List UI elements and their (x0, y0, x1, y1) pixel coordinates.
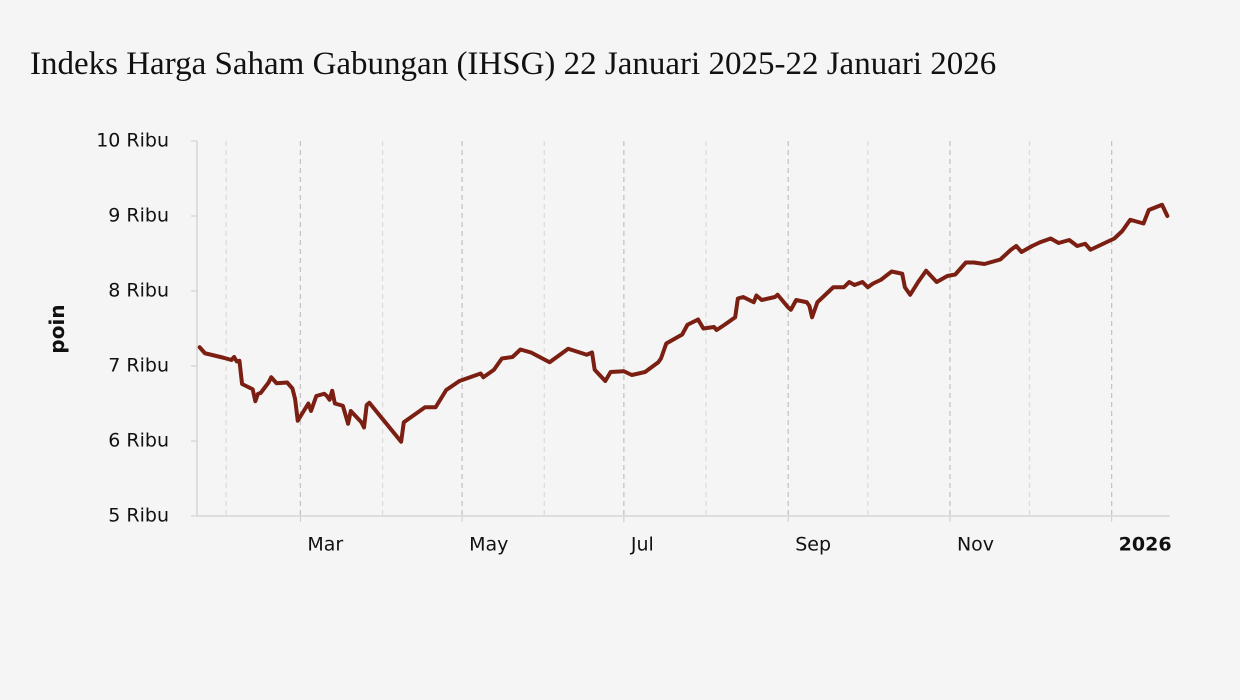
chart-title: Indeks Harga Saham Gabungan (IHSG) 22 Ja… (30, 46, 996, 82)
y-tick-label: 10 Ribu (96, 130, 169, 152)
x-tick-label: 2026 (1119, 534, 1172, 556)
x-tick-label: May (469, 534, 508, 556)
x-tick-label: Mar (307, 534, 343, 556)
line-series (197, 202, 1170, 444)
x-tick-label: Nov (957, 534, 994, 556)
y-axis-title: poin (45, 304, 69, 353)
y-tick-label: 5 Ribu (108, 505, 169, 527)
y-tick-label: 7 Ribu (108, 355, 169, 377)
y-tick-label: 8 Ribu (108, 280, 169, 302)
y-tick-label: 9 Ribu (108, 205, 169, 227)
x-tick-label: Jul (630, 534, 654, 556)
y-tick-label: 6 Ribu (108, 430, 169, 452)
x-tick-label: Sep (795, 534, 831, 556)
